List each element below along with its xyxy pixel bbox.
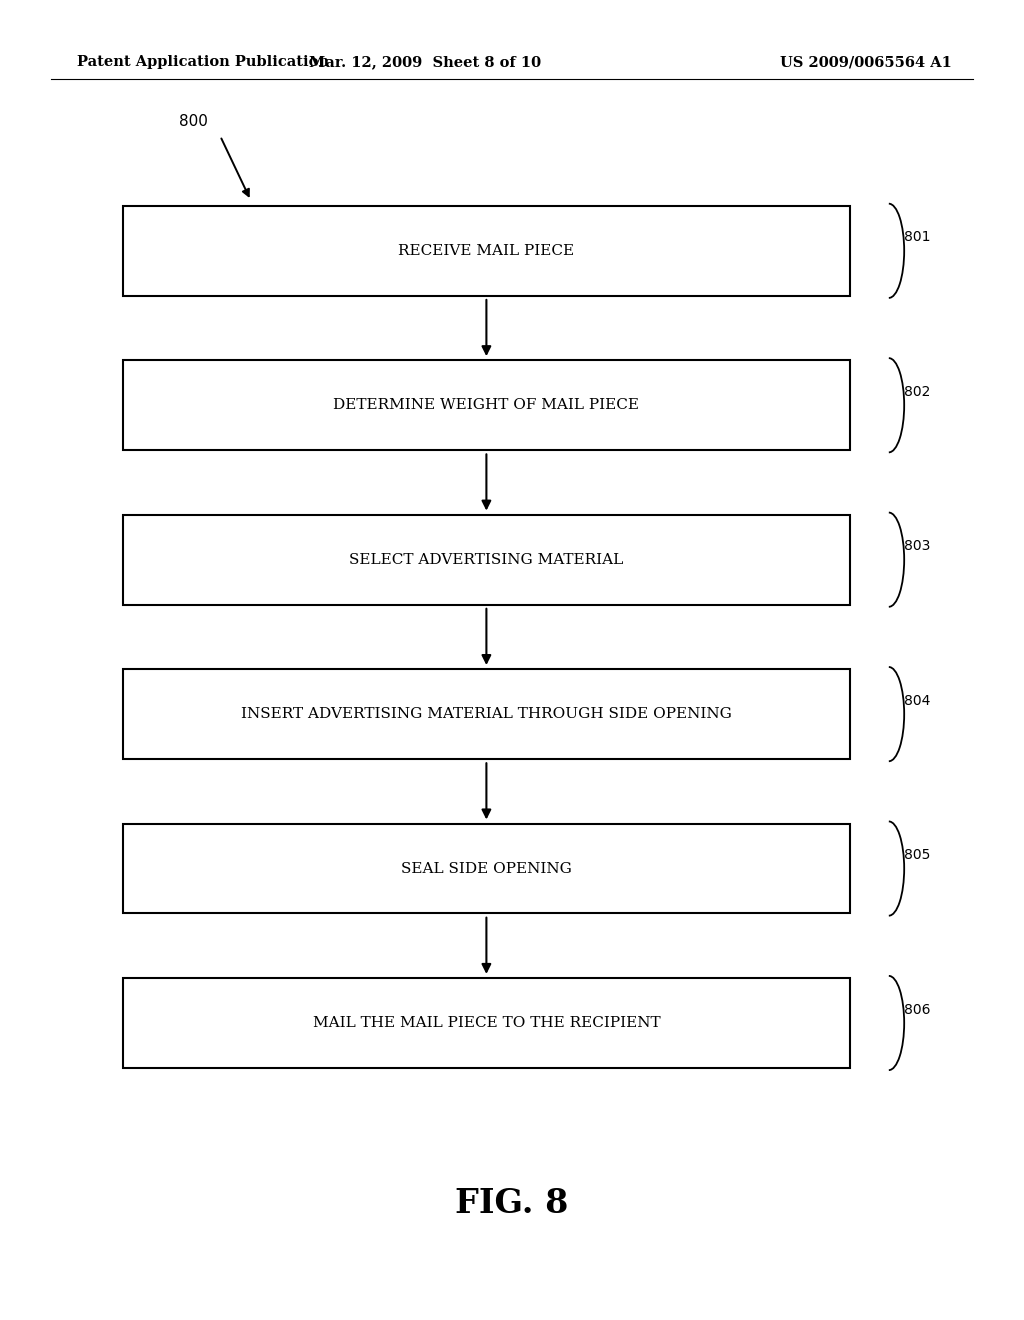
Bar	[123, 978, 850, 1068]
Text: INSERT ADVERTISING MATERIAL THROUGH SIDE OPENING: INSERT ADVERTISING MATERIAL THROUGH SIDE…	[241, 708, 732, 721]
Bar	[123, 824, 850, 913]
Bar	[123, 669, 850, 759]
Text: 804: 804	[904, 693, 931, 708]
Text: Patent Application Publication: Patent Application Publication	[77, 55, 329, 69]
Text: SEAL SIDE OPENING: SEAL SIDE OPENING	[401, 862, 571, 875]
Text: 803: 803	[904, 539, 931, 553]
Bar	[123, 360, 850, 450]
Text: SELECT ADVERTISING MATERIAL: SELECT ADVERTISING MATERIAL	[349, 553, 624, 566]
Text: 802: 802	[904, 384, 931, 399]
Text: FIG. 8: FIG. 8	[456, 1188, 568, 1220]
Text: Mar. 12, 2009  Sheet 8 of 10: Mar. 12, 2009 Sheet 8 of 10	[309, 55, 541, 69]
Text: MAIL THE MAIL PIECE TO THE RECIPIENT: MAIL THE MAIL PIECE TO THE RECIPIENT	[312, 1016, 660, 1030]
Text: 800: 800	[179, 114, 208, 129]
Text: 801: 801	[904, 230, 931, 244]
Text: US 2009/0065564 A1: US 2009/0065564 A1	[780, 55, 952, 69]
Text: 806: 806	[904, 1002, 931, 1016]
Bar	[123, 515, 850, 605]
Text: DETERMINE WEIGHT OF MAIL PIECE: DETERMINE WEIGHT OF MAIL PIECE	[334, 399, 639, 412]
Text: RECEIVE MAIL PIECE: RECEIVE MAIL PIECE	[398, 244, 574, 257]
Bar	[123, 206, 850, 296]
Text: 805: 805	[904, 847, 931, 862]
